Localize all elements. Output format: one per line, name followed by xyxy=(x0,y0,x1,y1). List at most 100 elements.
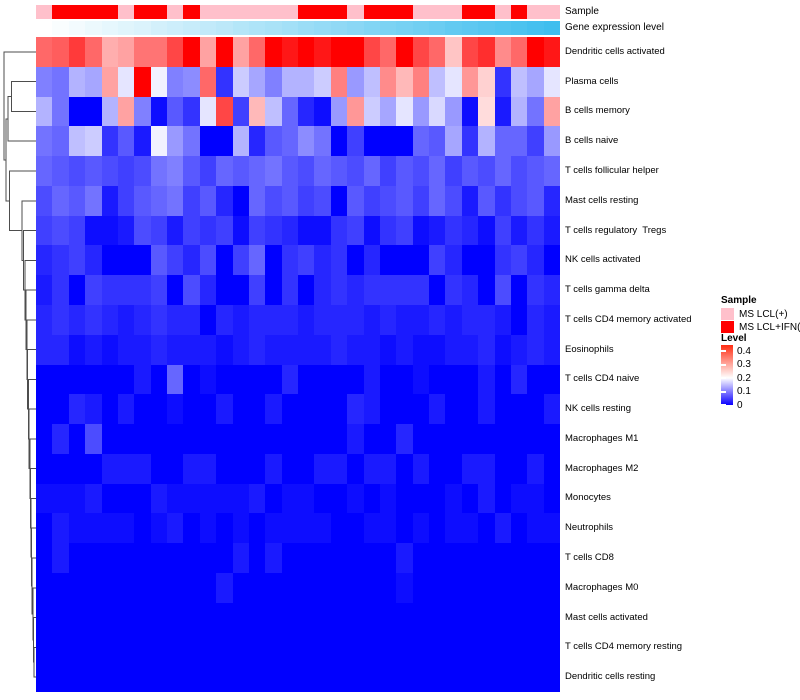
heatmap-cell xyxy=(461,304,479,335)
heatmap-cell xyxy=(298,572,315,603)
heatmap-cell xyxy=(248,66,266,97)
heatmap-cell xyxy=(216,543,233,573)
heatmap-cell xyxy=(347,453,364,484)
heatmap-cell xyxy=(461,245,479,276)
heatmap-cell xyxy=(347,185,364,216)
heatmap-cell xyxy=(134,572,151,603)
heatmap-cell xyxy=(248,572,266,603)
sample-annotation-cell xyxy=(167,5,184,19)
heatmap-cell xyxy=(52,96,69,127)
heatmap-cell xyxy=(183,632,200,663)
heatmap-cell xyxy=(101,602,118,633)
heatmap-cell xyxy=(478,483,495,514)
heatmap-cell xyxy=(543,483,560,514)
heatmap-cell xyxy=(314,513,331,544)
heatmap-cell xyxy=(281,394,298,425)
heatmap-cell xyxy=(478,543,495,573)
heatmap-cell xyxy=(36,394,53,425)
heatmap-cell xyxy=(36,572,53,603)
heatmap-cell xyxy=(314,245,331,276)
heatmap-cell xyxy=(478,364,495,395)
heatmap-cell xyxy=(101,483,118,514)
heatmap-cell xyxy=(36,364,53,395)
heatmap-cell xyxy=(396,602,413,633)
heatmap-cell xyxy=(379,304,397,335)
heatmap-cell xyxy=(314,37,331,67)
heatmap-cell xyxy=(478,126,495,157)
heatmap-cell xyxy=(298,632,315,663)
level-tick-label: 0.3 xyxy=(737,359,751,371)
heatmap-cell xyxy=(281,96,298,127)
heatmap-cell xyxy=(298,215,315,246)
heatmap-cell xyxy=(101,572,118,603)
heatmap-cell xyxy=(216,37,233,67)
heatmap-cell xyxy=(412,334,429,365)
heatmap-cell xyxy=(478,156,495,186)
heatmap-cell xyxy=(265,483,282,514)
heatmap-cell xyxy=(543,572,560,603)
heatmap-cell xyxy=(101,543,118,573)
heatmap-cell xyxy=(330,185,348,216)
heatmap-cell xyxy=(183,394,200,425)
heatmap-cell xyxy=(167,513,184,544)
level-tick-label: 0.1 xyxy=(737,386,751,398)
heatmap-cell xyxy=(461,275,479,305)
heatmap-cell xyxy=(494,245,511,276)
heatmap-cell xyxy=(379,394,397,425)
heatmap-cell xyxy=(134,483,151,514)
heatmap-cell xyxy=(265,602,282,633)
row-label: NK cells resting xyxy=(565,403,631,415)
heatmap-cell xyxy=(527,334,544,365)
heatmap-cell xyxy=(314,156,331,186)
heatmap-cell xyxy=(85,572,102,603)
heatmap-cell xyxy=(510,394,528,425)
heatmap-cell xyxy=(314,662,331,692)
heatmap-cell xyxy=(150,394,167,425)
heatmap-cell xyxy=(232,66,249,97)
heatmap-cell xyxy=(379,513,397,544)
heatmap-cell xyxy=(199,364,217,395)
heatmap-cell xyxy=(281,37,298,67)
heatmap-cell xyxy=(298,424,315,454)
heatmap-cell xyxy=(478,275,495,305)
heatmap-cell xyxy=(52,156,69,186)
heatmap-cell xyxy=(248,483,266,514)
heatmap-cell xyxy=(199,513,217,544)
heatmap-cell xyxy=(379,185,397,216)
heatmap-cell xyxy=(167,453,184,484)
heatmap-cell xyxy=(330,662,348,692)
heatmap-cell xyxy=(429,96,446,127)
heatmap-cell xyxy=(134,334,151,365)
heatmap-cell xyxy=(396,394,413,425)
heatmap-cell xyxy=(396,334,413,365)
level-tick-mark xyxy=(721,390,726,393)
heatmap-cell xyxy=(510,185,528,216)
sample-annotation-cell xyxy=(396,5,413,19)
heatmap-cell xyxy=(412,364,429,395)
heatmap-cell xyxy=(265,37,282,67)
heatmap-cell xyxy=(347,364,364,395)
heatmap-cell xyxy=(347,334,364,365)
heatmap-cell xyxy=(101,334,118,365)
heatmap-cell xyxy=(445,96,462,127)
heatmap-cell xyxy=(314,543,331,573)
heatmap-cell xyxy=(134,304,151,335)
heatmap-cell xyxy=(445,37,462,67)
sample-annotation-cell xyxy=(412,5,429,19)
gene-expression-annotation-cell xyxy=(36,21,53,35)
heatmap-cell xyxy=(36,602,53,633)
heatmap-cell xyxy=(494,364,511,395)
sample-annotation-cell xyxy=(216,5,233,19)
heatmap-cell xyxy=(265,304,282,335)
heatmap-cell xyxy=(167,483,184,514)
heatmap-cell xyxy=(461,602,479,633)
heatmap-cell xyxy=(363,96,380,127)
heatmap-cell xyxy=(379,215,397,246)
heatmap-cell xyxy=(248,364,266,395)
heatmap-cell xyxy=(429,304,446,335)
heatmap-cell xyxy=(461,185,479,216)
heatmap-cell xyxy=(281,483,298,514)
heatmap-cell xyxy=(461,543,479,573)
heatmap-cell xyxy=(314,483,331,514)
heatmap-cell xyxy=(494,513,511,544)
